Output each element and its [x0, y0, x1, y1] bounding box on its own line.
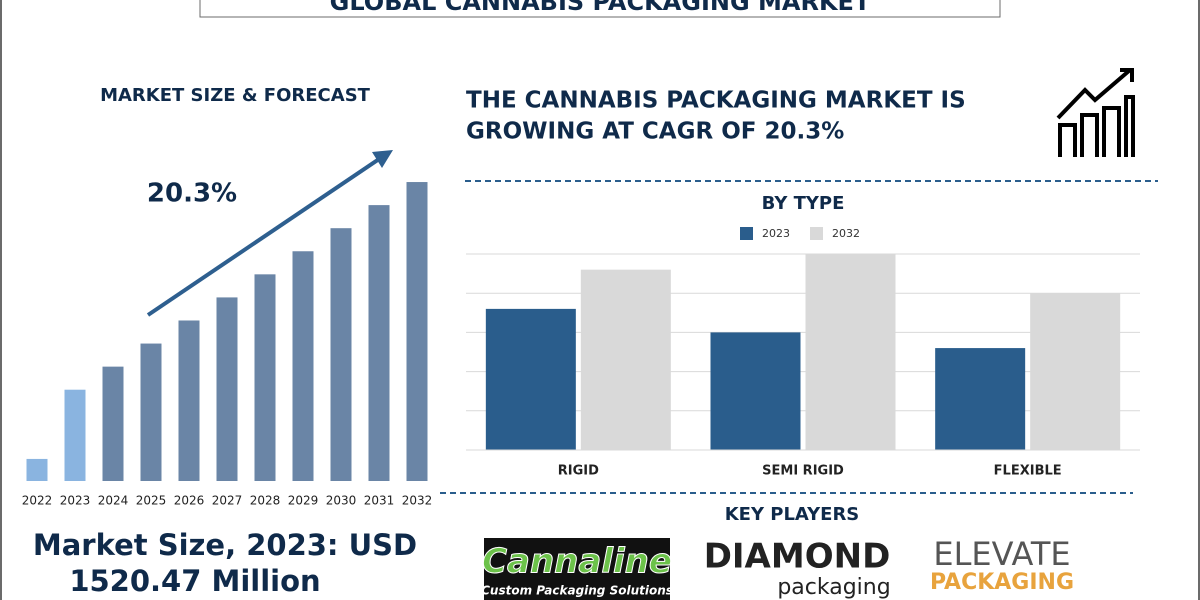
bar — [254, 274, 276, 481]
logo-tagline: PACKAGING — [930, 570, 1074, 595]
bar — [710, 332, 801, 450]
bar — [26, 458, 48, 481]
headline: GROWING AT CAGR OF 20.3% — [466, 119, 844, 145]
legend-swatch — [810, 227, 823, 240]
bar — [140, 343, 162, 481]
logo-name: ELEVATE — [933, 535, 1070, 573]
key-players-title: KEY PLAYERS — [725, 504, 860, 525]
bar — [292, 251, 314, 481]
x-tick-label: 2025 — [136, 494, 167, 508]
logo-name: Cannaline — [482, 542, 672, 582]
market-size: Market Size, 2023: USD — [33, 528, 417, 562]
bar — [64, 389, 86, 481]
bar — [406, 182, 428, 482]
annotation: 20.3% — [147, 179, 237, 209]
market-size: 1520.47 Million — [69, 564, 320, 598]
chart-title: BY TYPE — [762, 193, 845, 214]
bar — [935, 348, 1026, 450]
logo-tagline: Custom Packaging Solutions — [481, 584, 673, 598]
x-tick-label: 2027 — [212, 494, 243, 508]
title-box — [199, 0, 1001, 18]
x-tick-label: 2031 — [364, 494, 395, 508]
bar — [178, 320, 200, 481]
bar — [1030, 293, 1121, 450]
bar — [102, 366, 124, 481]
bar — [580, 269, 671, 450]
legend-swatch — [740, 227, 753, 240]
trend-arrow — [146, 153, 387, 317]
bar — [805, 254, 896, 450]
logo-bg — [484, 538, 670, 600]
chart-title: MARKET SIZE & FORECAST — [100, 85, 371, 106]
x-tick-label: 2028 — [250, 494, 281, 508]
legend-label: 2023 — [762, 227, 790, 240]
bar — [368, 205, 390, 481]
x-tick-label: 2029 — [288, 494, 319, 508]
bar — [330, 228, 352, 481]
logo-tagline: packaging — [777, 575, 890, 600]
bar — [485, 308, 576, 450]
page-title: GLOBAL CANNABIS PACKAGING MARKET — [330, 0, 871, 16]
x-tick-label: 2030 — [326, 494, 357, 508]
headline: THE CANNABIS PACKAGING MARKET IS — [466, 88, 966, 114]
growth-icon — [1056, 68, 1135, 157]
logo-name: DIAMOND — [704, 537, 891, 577]
x-tick-label: 2026 — [174, 494, 205, 508]
x-tick-label: 2024 — [98, 494, 129, 508]
x-tick-label: 2023 — [60, 494, 91, 508]
x-tick-label: 2022 — [22, 494, 53, 508]
x-tick-label: RIGID — [558, 464, 599, 479]
x-tick-label: SEMI RIGID — [762, 464, 844, 479]
x-tick-label: 2032 — [402, 494, 433, 508]
x-tick-label: FLEXIBLE — [994, 464, 1062, 479]
trend-arrow-head — [372, 150, 393, 168]
legend-label: 2032 — [832, 227, 860, 240]
bar — [216, 297, 238, 481]
